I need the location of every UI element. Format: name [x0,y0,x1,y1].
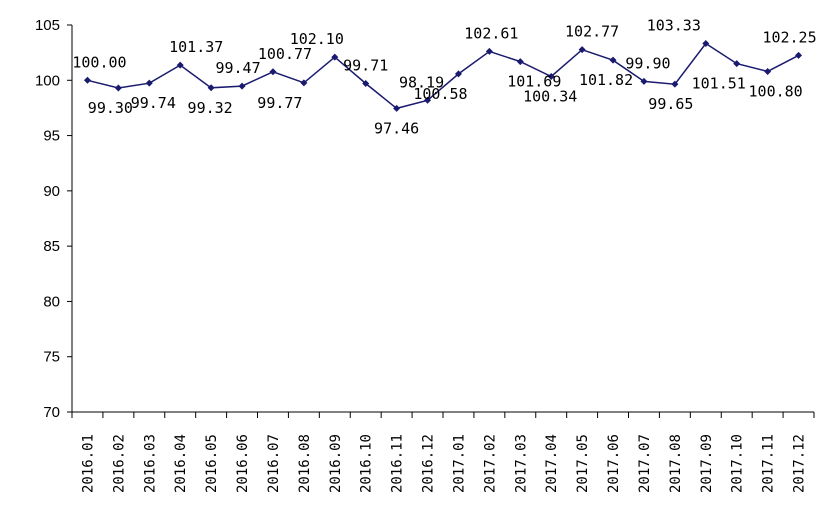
data-point [640,77,648,85]
data-markers [83,39,803,112]
data-label: 101.82 [579,71,633,89]
x-tick-label: 2017.05 [575,434,591,493]
data-point [454,70,462,78]
data-point [207,84,215,92]
data-label: 99.71 [343,56,388,74]
x-ticks: 2016.01 2016.02 2016.03 2016.04 2016.05 2016.… [71,412,815,493]
y-tick-label: 95 [43,128,60,145]
data-point [671,80,679,88]
x-tick-label: 2017.09 [699,434,715,493]
x-tick-label: 2016.02 [111,434,127,493]
x-tick-label: 2016.06 [235,434,251,493]
data-point [547,73,555,81]
data-label: 98.19 [399,73,444,91]
y-tick-label: 105 [35,17,60,34]
data-point [764,67,772,75]
data-point [795,51,803,59]
data-label: 100.58 [413,85,467,103]
data-label: 101.69 [507,73,561,91]
y-tick-label: 85 [43,238,60,255]
x-tick-label: 2017.07 [637,434,653,493]
data-point [733,60,741,68]
x-tick-label: 2016.08 [297,434,313,493]
x-tick-label: 2016.10 [359,434,375,493]
data-point [609,56,617,64]
x-tick-label: 2016.03 [142,434,158,493]
x-tick-label: 2017.12 [792,434,808,493]
data-point [176,61,184,69]
x-tick-label: 2016.04 [173,434,189,493]
x-tick-label: 2016.09 [328,434,344,493]
x-tick-label: 2016.11 [390,434,406,493]
data-point [393,104,401,112]
x-tick-label: 2017.11 [761,434,777,493]
data-label: 101.37 [169,38,223,56]
data-point [114,84,122,92]
x-tick-label: 2017.08 [668,434,684,493]
data-label: 99.30 [88,99,133,117]
y-tick-label: 70 [43,404,60,421]
data-label: 102.61 [464,24,518,42]
x-tick-label: 2016.05 [204,434,220,493]
data-label: 100.77 [258,45,312,63]
data-point [269,68,277,76]
data-label: 102.10 [290,30,344,48]
data-point [238,82,246,90]
x-tick-label: 2016.12 [421,434,437,493]
x-tick-label: 2017.04 [544,434,560,493]
data-label: 99.65 [648,95,693,113]
data-point [362,79,370,87]
data-point [145,79,153,87]
data-point [485,47,493,55]
data-label: 101.51 [692,75,746,93]
data-label: 102.77 [565,23,619,41]
data-point [424,96,432,104]
data-label: 99.47 [215,59,260,77]
data-point [516,58,524,66]
data-label: 99.74 [131,94,176,112]
data-point [578,46,586,54]
data-label: 99.32 [188,99,233,117]
data-label: 100.34 [523,88,577,106]
data-point [300,79,308,87]
data-label: 100.80 [749,82,803,100]
data-label: 99.77 [257,94,302,112]
data-point [331,53,339,61]
data-label: 102.25 [762,28,816,46]
y-tick-label: 90 [43,183,60,200]
x-tick-label: 2017.01 [451,434,467,493]
x-tick-label: 2016.07 [266,434,282,493]
y-tick-label: 100 [35,72,60,89]
data-label: 99.90 [625,54,670,72]
x-tick-label: 2017.10 [730,434,746,493]
y-tick-label: 75 [43,349,60,366]
x-tick-label: 2017.03 [513,434,529,493]
y-ticks: 70 75 80 85 90 95 100 105 [35,17,72,421]
series-line [87,42,799,110]
y-tick-label: 80 [43,293,60,310]
x-tick-label: 2016.01 [80,434,96,493]
x-tick-label: 2017.02 [482,434,498,493]
x-tick-label: 2017.06 [606,434,622,493]
data-point [83,76,91,84]
data-label: 97.46 [374,119,419,137]
data-label: 103.33 [647,16,701,34]
data-point [702,39,710,47]
data-label: 100.00 [72,53,126,71]
